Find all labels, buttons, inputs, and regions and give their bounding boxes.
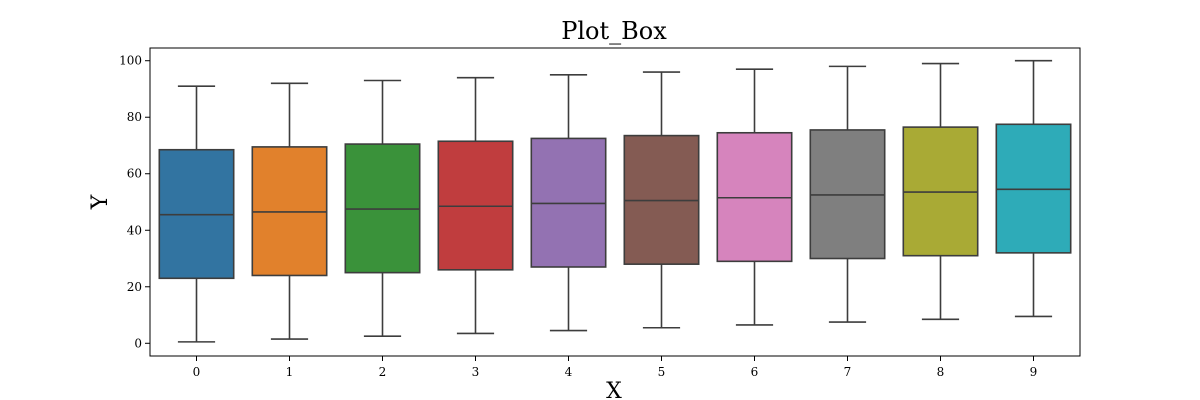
x-tick-label: 3 bbox=[472, 365, 480, 379]
y-axis: 0 20 40 60 80 100 bbox=[119, 54, 150, 350]
x-tick-label: 6 bbox=[751, 365, 759, 379]
y-tick-label: 0 bbox=[134, 336, 142, 350]
x-tick-label: 5 bbox=[658, 365, 666, 379]
x-tick-label: 0 bbox=[193, 365, 201, 379]
x-tick-label: 7 bbox=[844, 365, 852, 379]
box-1 bbox=[251, 82, 328, 340]
x-tick-label: 8 bbox=[937, 365, 945, 379]
box-0 bbox=[158, 85, 235, 343]
y-tick-label: 100 bbox=[119, 54, 142, 68]
y-axis-label: Y bbox=[88, 194, 113, 210]
box-5 bbox=[623, 71, 700, 329]
box-9 bbox=[995, 59, 1072, 318]
y-tick-label: 80 bbox=[127, 110, 142, 124]
plot-frame bbox=[149, 47, 1081, 357]
boxes-layer bbox=[158, 59, 1072, 343]
box-6 bbox=[716, 68, 793, 326]
x-tick-label: 2 bbox=[379, 365, 387, 379]
y-tick-label: 60 bbox=[127, 167, 142, 181]
box-7 bbox=[809, 65, 886, 323]
x-tick-label: 1 bbox=[286, 365, 294, 379]
x-tick-label: 4 bbox=[565, 365, 573, 379]
x-tick-label: 9 bbox=[1030, 365, 1038, 379]
box-3 bbox=[437, 76, 514, 335]
x-axis: 0 1 2 3 4 5 6 7 8 9 bbox=[193, 356, 1038, 379]
box-8 bbox=[902, 62, 979, 321]
x-axis-label: X bbox=[606, 379, 622, 400]
box-2 bbox=[344, 79, 421, 338]
box-4 bbox=[530, 74, 607, 332]
y-tick-label: 20 bbox=[127, 280, 142, 294]
y-tick-label: 40 bbox=[127, 223, 142, 237]
chart-title: Plot_Box bbox=[561, 17, 667, 45]
